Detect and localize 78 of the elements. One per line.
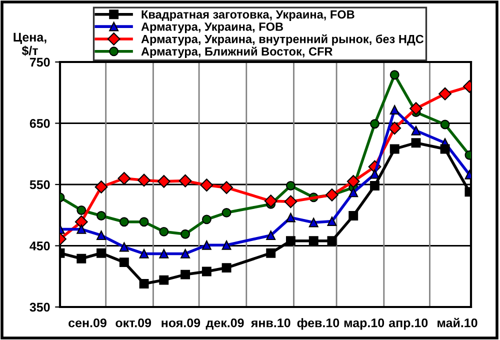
y-tick-label: 350 — [30, 302, 50, 312]
point — [440, 144, 450, 154]
legend-label: Квадратная заготовка, Украина, FOB — [142, 10, 354, 21]
point — [76, 224, 86, 234]
point — [390, 105, 400, 114]
y-tick-label: 750 — [30, 58, 50, 67]
x-tick-label: сен.09 — [68, 318, 106, 328]
legend-label: Арматура, Украина, внутренний рынок, без НДС — [141, 34, 424, 46]
point — [202, 266, 212, 276]
legend-label: Арматура, Ближний Восток, CFR — [141, 46, 333, 58]
point — [180, 229, 190, 239]
point — [286, 181, 296, 190]
point — [438, 87, 452, 100]
point — [76, 254, 86, 264]
point — [159, 226, 169, 236]
x-tick-label: окт.09 — [116, 318, 152, 328]
point — [96, 211, 106, 220]
y-tick-label: 550 — [30, 180, 50, 190]
x-tick-label: фев.10 — [297, 318, 340, 330]
point — [348, 211, 358, 220]
x-tick-label: дек.09 — [206, 318, 244, 330]
point — [411, 126, 421, 136]
y-axis-title: Цена, $/т — [14, 32, 46, 56]
point — [119, 258, 129, 268]
point — [222, 263, 232, 273]
x-tick-label: апр.10 — [388, 318, 428, 330]
point — [139, 248, 149, 258]
point — [411, 138, 421, 148]
point — [180, 248, 190, 258]
point — [118, 172, 131, 185]
point — [138, 174, 150, 187]
point — [370, 119, 380, 129]
point — [388, 122, 402, 135]
point — [74, 215, 88, 228]
point — [286, 236, 296, 246]
point — [139, 279, 149, 288]
x-tick-label: ноя.09 — [162, 318, 200, 328]
point — [96, 230, 106, 240]
point — [370, 169, 380, 179]
point — [139, 217, 149, 227]
point — [119, 217, 129, 227]
point — [327, 216, 337, 226]
point — [410, 102, 422, 115]
point — [266, 230, 276, 240]
point — [222, 240, 232, 250]
point — [222, 208, 232, 218]
point — [220, 181, 233, 194]
point — [202, 214, 212, 224]
point — [202, 240, 212, 250]
point — [178, 174, 192, 188]
point — [346, 174, 360, 188]
point — [200, 178, 214, 192]
y-tick-label: 450 — [30, 242, 50, 250]
y-tick-label: 650 — [30, 119, 50, 128]
point — [94, 180, 108, 194]
point — [159, 248, 169, 258]
x-tick-label: янв.10 — [250, 318, 290, 328]
point — [286, 212, 296, 222]
point — [266, 248, 276, 258]
legend-label: Арматура, Украина, FOB — [141, 22, 283, 34]
point — [159, 275, 169, 285]
point — [119, 242, 129, 252]
point — [180, 270, 190, 280]
point — [308, 236, 318, 246]
x-tick-label: мар.10 — [344, 318, 384, 330]
point — [308, 218, 318, 228]
point — [96, 248, 106, 258]
point — [76, 206, 86, 215]
point — [284, 195, 298, 208]
point — [157, 174, 170, 188]
point — [327, 236, 337, 246]
point — [390, 70, 400, 80]
point — [370, 181, 380, 190]
point — [390, 144, 400, 154]
point — [348, 188, 358, 198]
x-tick-label: май.10 — [438, 318, 478, 328]
point — [264, 194, 278, 208]
point — [440, 120, 450, 130]
